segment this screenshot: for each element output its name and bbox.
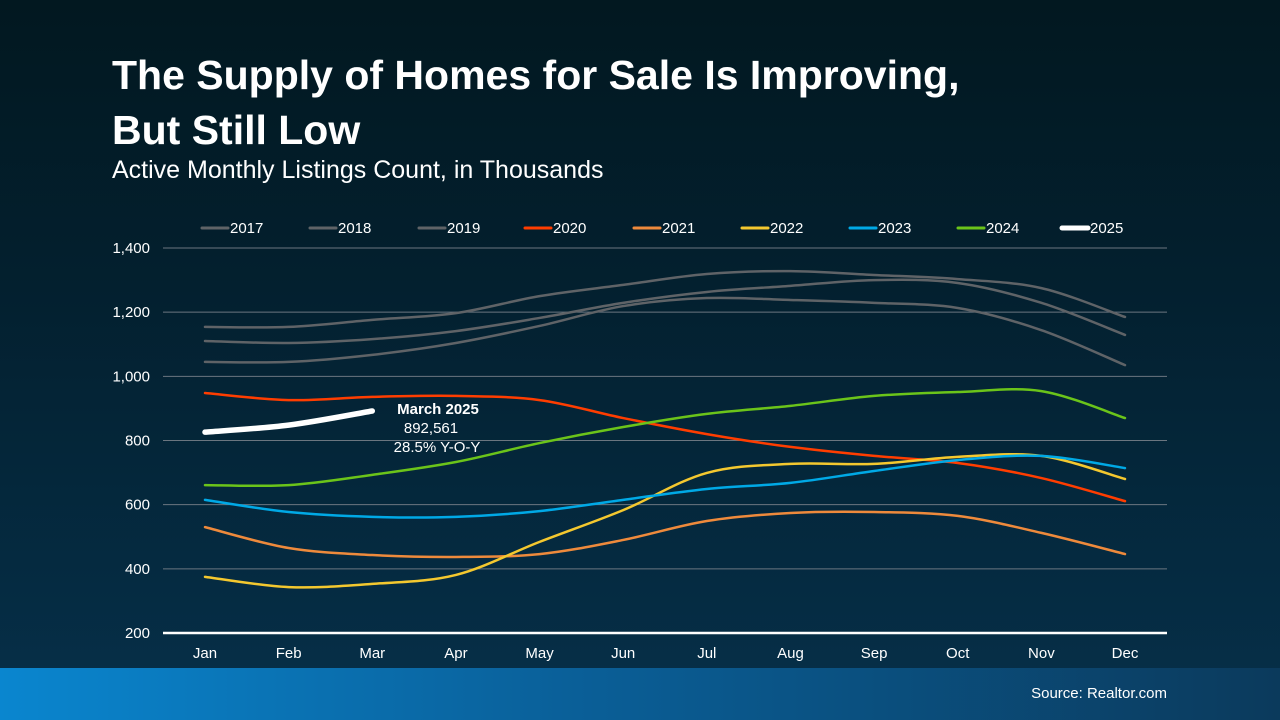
x-tick-label: Dec bbox=[1112, 645, 1139, 662]
legend-label-2024: 2024 bbox=[986, 220, 1019, 237]
series-line-2021 bbox=[203, 510, 1127, 559]
y-tick-label: 1,000 bbox=[112, 368, 150, 385]
x-tick-label: Oct bbox=[946, 645, 970, 662]
x-tick-label: Jun bbox=[611, 645, 635, 662]
legend-label-2025: 2025 bbox=[1090, 220, 1123, 237]
x-tick-label: Jul bbox=[697, 645, 716, 662]
series-line-2020 bbox=[203, 391, 1127, 503]
series-line-2024 bbox=[203, 387, 1127, 488]
legend-label-2023: 2023 bbox=[878, 220, 911, 237]
x-tick-label: Nov bbox=[1028, 645, 1055, 662]
annotation-change: 28.5% Y-O-Y bbox=[394, 439, 481, 456]
y-tick-label: 1,400 bbox=[112, 240, 150, 257]
legend-label-2019: 2019 bbox=[447, 220, 480, 237]
chart-subtitle: Active Monthly Listings Count, in Thousa… bbox=[112, 156, 604, 184]
x-tick-label: Feb bbox=[276, 645, 302, 662]
annotation-value: 892,561 bbox=[404, 420, 458, 437]
legend-label-2021: 2021 bbox=[662, 220, 695, 237]
line-chart: 200 400 600 800 1,000 1,200 1,400 2017 2018 2019… bbox=[112, 220, 1167, 662]
legend-label-2018: 2018 bbox=[338, 220, 371, 237]
series-line-2022 bbox=[203, 452, 1127, 589]
footer-bar: Source: Realtor.com bbox=[0, 668, 1280, 720]
legend-label-2017: 2017 bbox=[230, 220, 263, 237]
x-tick-label: May bbox=[525, 645, 554, 662]
annotation-title: March 2025 bbox=[397, 401, 479, 418]
y-tick-label: 200 bbox=[125, 625, 150, 642]
series-line-2018 bbox=[203, 296, 1127, 367]
x-tick-label: Aug bbox=[777, 645, 804, 662]
series-line-2023 bbox=[203, 454, 1127, 519]
legend-label-2020: 2020 bbox=[553, 220, 586, 237]
y-tick-label: 1,200 bbox=[112, 304, 150, 321]
x-tick-label: Apr bbox=[444, 645, 467, 662]
series-line-2025 bbox=[202, 408, 376, 435]
x-tick-label: Jan bbox=[193, 645, 217, 662]
title-line-2: But Still Low bbox=[112, 107, 361, 153]
y-tick-label: 600 bbox=[125, 497, 150, 514]
series-line-2017 bbox=[203, 269, 1127, 329]
y-tick-label: 400 bbox=[125, 561, 150, 578]
title-line-1: The Supply of Homes for Sale Is Improvin… bbox=[112, 52, 960, 98]
legend-label-2022: 2022 bbox=[770, 220, 803, 237]
series-line-2019 bbox=[203, 278, 1127, 345]
y-tick-label: 800 bbox=[125, 433, 150, 450]
chart-title: The Supply of Homes for Sale Is Improvin… bbox=[112, 48, 959, 158]
x-tick-label: Sep bbox=[861, 645, 888, 662]
x-tick-label: Mar bbox=[359, 645, 385, 662]
source-note: Source: Realtor.com bbox=[1031, 685, 1167, 702]
